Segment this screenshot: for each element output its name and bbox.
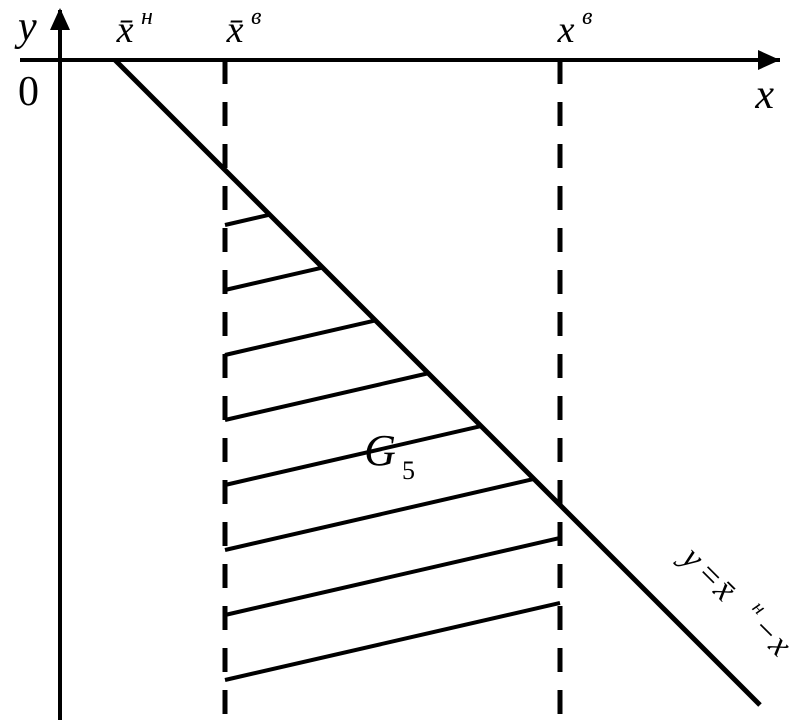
svg-text:x: x bbox=[557, 9, 575, 51]
x-axis-label: x bbox=[754, 72, 774, 118]
svg-text:G: G bbox=[364, 426, 396, 475]
svg-text:в: в bbox=[251, 4, 261, 30]
svg-text:в: в bbox=[582, 4, 592, 30]
origin-label: 0 bbox=[18, 69, 39, 115]
svg-text:5: 5 bbox=[402, 456, 415, 485]
svg-text:x̄: x̄ bbox=[116, 9, 134, 51]
y-axis-label: y bbox=[14, 4, 37, 50]
svg-text:н: н bbox=[141, 4, 153, 30]
diagram-figure: y0xx̄нx̄вxвG5y=x̄н−x bbox=[0, 0, 800, 725]
svg-text:x̄: x̄ bbox=[226, 9, 244, 51]
